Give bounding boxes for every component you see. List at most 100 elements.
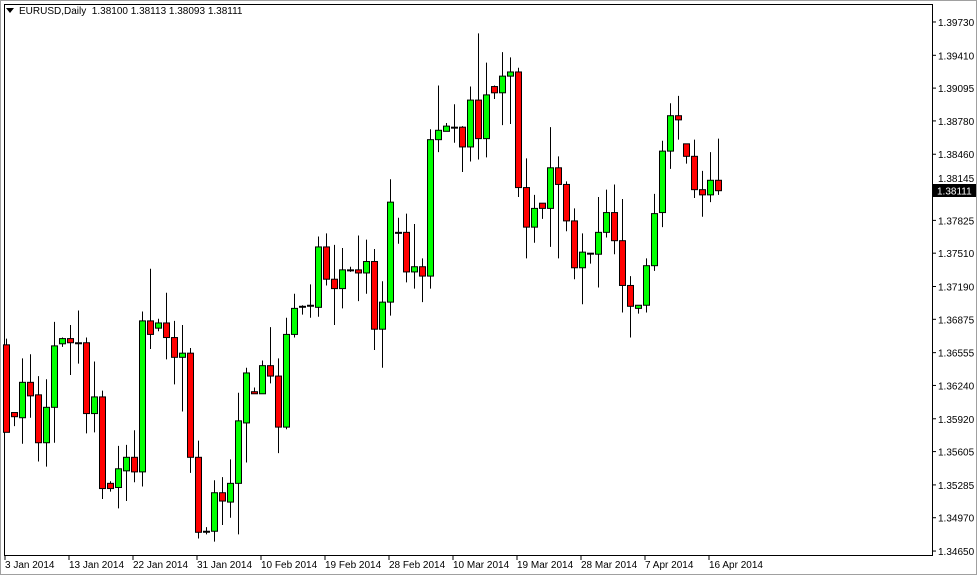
candle: [411, 224, 418, 289]
y-tick-label: 1.38780: [938, 117, 975, 128]
candle-body-bull: [499, 75, 506, 94]
candle-body-bull: [427, 139, 434, 277]
candle-body-bear: [691, 155, 698, 191]
y-tick-label: 1.34970: [938, 514, 975, 525]
candle-body-bull: [339, 269, 346, 290]
candle: [699, 170, 706, 217]
candle-body-bull: [115, 468, 122, 489]
x-tick-label: 3 Jan 2014: [5, 560, 55, 571]
y-tick-label: 1.38145: [938, 174, 975, 185]
candle-body-bear: [275, 375, 282, 428]
dropdown-triangle-icon[interactable]: [6, 8, 14, 13]
candle: [587, 252, 594, 264]
x-tick-label: 22 Jan 2014: [133, 560, 188, 571]
candle-body-bull: [227, 482, 234, 503]
candle: [99, 390, 106, 499]
candle-body-bear: [403, 231, 410, 273]
candle: [355, 235, 362, 302]
x-tick-label: 13 Jan 2014: [69, 560, 124, 571]
y-tick-label: 1.39095: [938, 84, 975, 95]
candle: [659, 140, 666, 228]
candle: [707, 152, 714, 203]
candle: [603, 189, 610, 238]
candle: [691, 139, 698, 198]
candle: [427, 129, 434, 289]
candle-body-bull: [43, 406, 50, 444]
candle: [675, 95, 682, 140]
candle: [43, 379, 50, 467]
candle: [315, 236, 322, 317]
candle-body-bull: [51, 345, 58, 408]
candle: [347, 266, 354, 272]
candle-body-bear: [67, 338, 74, 344]
y-tick-label: 1.35920: [938, 415, 975, 426]
x-tick-label: 7 Apr 2014: [645, 560, 694, 571]
candle: [139, 311, 146, 487]
candle: [627, 276, 634, 338]
candle-body-bear: [331, 278, 338, 290]
candle: [163, 292, 170, 360]
candle-body-bull: [651, 213, 658, 267]
candle-body-bear: [675, 115, 682, 121]
candle: [195, 440, 202, 539]
candle-body-bear: [699, 189, 706, 196]
candle: [443, 122, 450, 132]
y-tick-label: 1.39730: [938, 18, 975, 29]
candle-body-bull: [363, 261, 370, 274]
ohlc-readout: 1.38100 1.38113 1.38093 1.38111: [91, 6, 243, 17]
candle-body-bull: [379, 301, 386, 330]
x-tick-label: 19 Mar 2014: [517, 560, 574, 571]
candle: [515, 67, 522, 197]
candle-body-bear: [419, 266, 426, 277]
candle-body-bull: [139, 320, 146, 473]
candle: [547, 127, 554, 247]
y-tick-label: 1.35605: [938, 448, 975, 459]
y-tick-label: 1.37190: [938, 283, 975, 294]
candle: [187, 347, 194, 473]
candle: [579, 233, 586, 305]
candle-body-bear: [571, 220, 578, 269]
candle-body-bear: [171, 337, 178, 358]
candle-body-bull: [291, 307, 298, 335]
symbol-timeframe: EURUSD,Daily: [19, 6, 87, 17]
candle-body-bull: [19, 381, 26, 419]
candle: [459, 126, 466, 172]
candle-body-bull: [59, 338, 66, 345]
candle: [243, 367, 250, 463]
y-tick-label: 1.38460: [938, 150, 975, 161]
time-axis: 3 Jan 2014 13 Jan 2014 22 Jan 2014 31 Jan 2…: [4, 556, 763, 571]
candle-body-bull: [531, 207, 538, 228]
candle-body-bear: [523, 187, 530, 228]
candle-body-bear: [715, 179, 722, 192]
chart-header: EURUSD,Daily 1.38100 1.38113 1.38093 1.3…: [6, 6, 243, 17]
candle: [307, 284, 314, 318]
candle: [667, 103, 674, 169]
candle-body-bull: [283, 333, 290, 428]
candle: [635, 304, 642, 314]
x-tick-label: 19 Feb 2014: [325, 560, 382, 571]
candle: [651, 193, 658, 271]
candle: [115, 445, 122, 509]
candle-body-bull: [243, 372, 250, 424]
candle: [219, 477, 226, 526]
candle: [611, 184, 618, 255]
candle-body-bear: [683, 143, 690, 157]
y-tick-label: 1.39410: [938, 51, 975, 62]
candle: [499, 52, 506, 126]
candle: [123, 444, 130, 502]
candle-body-bull: [467, 99, 474, 148]
candle: [595, 196, 602, 288]
candle: [251, 387, 258, 395]
candle: [555, 156, 562, 259]
candle-body-bear: [563, 183, 570, 222]
candle: [259, 360, 266, 395]
candle: [619, 199, 626, 313]
candle-body-bear: [3, 344, 10, 433]
candle-body-bear: [187, 352, 194, 458]
candle: [91, 361, 98, 433]
x-tick-label: 28 Mar 2014: [581, 560, 638, 571]
candle-body-bull: [91, 396, 98, 415]
candle-body-bear: [459, 126, 466, 148]
candle-body-bull: [411, 266, 418, 273]
